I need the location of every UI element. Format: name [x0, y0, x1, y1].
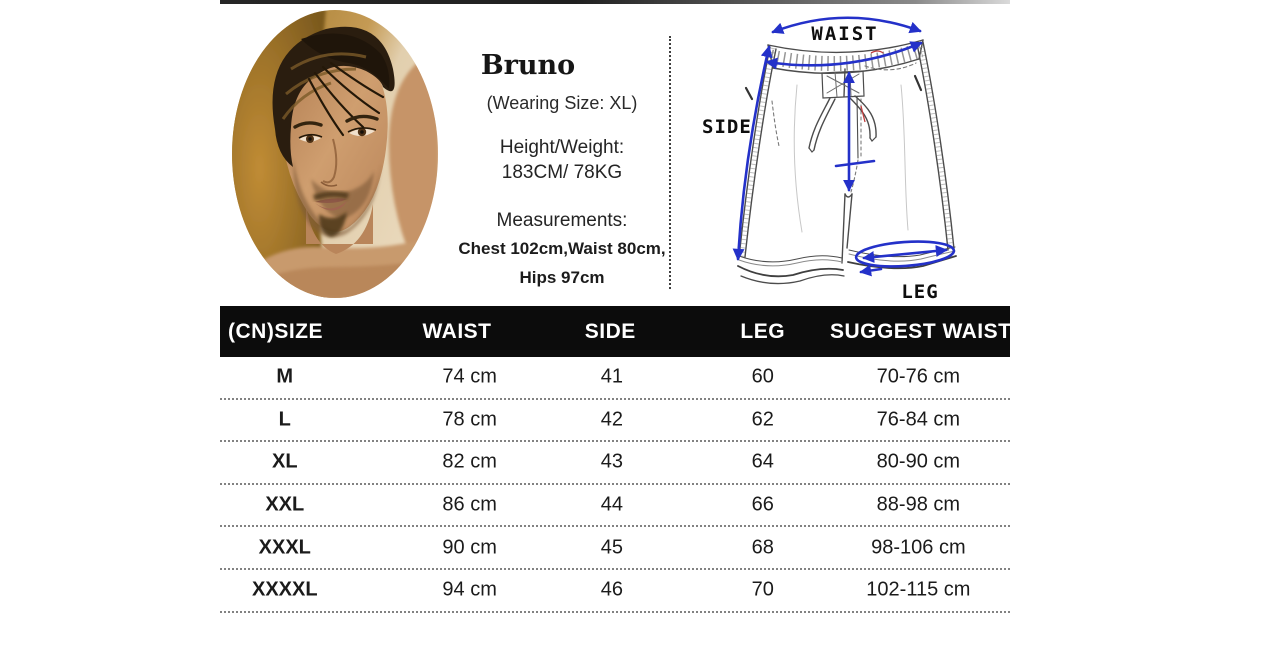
cell-waist: 90 cm	[442, 536, 497, 559]
cell-size: XXL	[265, 493, 305, 516]
cell-waist: 86 cm	[442, 493, 497, 516]
cell-side: 42	[600, 408, 623, 431]
model-wearing-size: (Wearing Size: XL)	[486, 93, 638, 113]
size-table-body: M 74 cm 41 60 70-76 cm L 78 cm 42 62 76-84 cm XL 82…	[220, 357, 1010, 613]
measurements-hips: Hips 97cm	[519, 268, 605, 287]
cell-size: M	[276, 365, 294, 388]
diagram-side-label: SIDE	[702, 116, 752, 138]
header-cn-size: (CN)SIZE	[228, 319, 323, 343]
rise-tick	[834, 159, 876, 168]
header-leg: LEG	[740, 319, 786, 343]
cell-side: 46	[600, 578, 623, 601]
height-weight-label: Height/Weight:	[499, 137, 625, 158]
header-suggest-waist: SUGGEST WAIST	[829, 319, 1012, 343]
cell-waist: 94 cm	[442, 578, 497, 601]
diagram-waist-label: WAIST	[811, 23, 879, 45]
cell-suggest_waist: 80-90 cm	[876, 450, 961, 473]
table-row-M: M 74 cm 41 60 70-76 cm	[220, 357, 1010, 400]
cell-suggest_waist: 70-76 cm	[876, 365, 961, 388]
cell-side: 45	[600, 536, 623, 559]
cell-waist: 78 cm	[442, 408, 497, 431]
model-photo	[231, 9, 439, 299]
leg-extra-arrow	[859, 264, 883, 277]
table-row-XXXL: XXXL 90 cm 45 68 98-106 cm	[220, 527, 1010, 570]
cell-leg: 64	[751, 450, 774, 473]
cell-waist: 82 cm	[442, 450, 497, 473]
leg-axis-arrow	[862, 245, 948, 263]
cell-suggest_waist: 102-115 cm	[866, 578, 971, 601]
table-row-XXL: XXL 86 cm 44 66 88-98 cm	[220, 485, 1010, 528]
waistband-arrow	[765, 41, 923, 70]
height-weight-value: 183CM/ 78KG	[501, 162, 623, 183]
model-portrait-image	[232, 10, 438, 298]
measurements-chest-waist: Chest 102cm,Waist 80cm,	[458, 239, 666, 258]
cell-leg: 62	[751, 408, 774, 431]
shorts-measurement-diagram	[675, 0, 1005, 305]
measurement-arrows	[732, 16, 956, 277]
table-row-XXXXL: XXXXL 94 cm 46 70 102-115 cm	[220, 570, 1010, 613]
header-side: SIDE	[584, 319, 636, 343]
cell-side: 41	[600, 365, 623, 388]
side-arrow	[732, 45, 773, 261]
cell-suggest_waist: 76-84 cm	[876, 408, 961, 431]
cell-suggest_waist: 88-98 cm	[876, 493, 961, 516]
shorts-outline	[737, 39, 957, 285]
cell-size: XL	[271, 450, 298, 473]
cell-side: 44	[600, 493, 623, 516]
size-table-header: (CN)SIZE WAIST SIDE LEG SUGGEST WAIST	[220, 306, 1012, 357]
model-info-block: Bruno (Wearing Size: XL) Height/Weight: …	[452, 0, 672, 300]
leg-opening-ellipse	[854, 240, 956, 268]
cell-leg: 66	[751, 493, 774, 516]
cell-size: L	[278, 408, 291, 431]
vertical-dashed-divider	[669, 36, 671, 289]
top-divider-line	[220, 0, 1010, 4]
cell-leg: 68	[751, 536, 774, 559]
cell-size: XXXXL	[251, 578, 318, 601]
cell-size: XXXL	[258, 536, 311, 559]
cell-waist: 74 cm	[442, 365, 497, 388]
cell-suggest_waist: 98-106 cm	[871, 536, 966, 559]
cell-leg: 60	[751, 365, 774, 388]
header-waist: WAIST	[422, 319, 492, 343]
table-row-XL: XL 82 cm 43 64 80-90 cm	[220, 442, 1010, 485]
shorts-sketch-svg	[732, 16, 957, 285]
diagram-leg-label: LEG	[901, 281, 939, 303]
measurements-label: Measurements:	[496, 210, 628, 231]
cell-leg: 70	[751, 578, 774, 601]
waist-arc-arrow	[771, 16, 922, 34]
table-row-L: L 78 cm 42 62 76-84 cm	[220, 400, 1010, 443]
cell-side: 43	[600, 450, 623, 473]
model-name: Bruno	[480, 50, 576, 81]
